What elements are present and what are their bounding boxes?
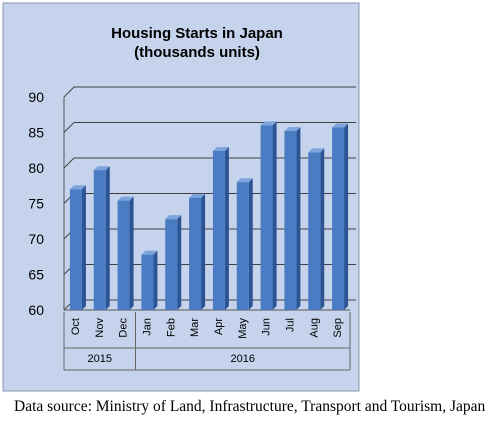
chart-title-line2: (thousands units) [134, 44, 260, 61]
x-tick-label: Aug [308, 318, 320, 338]
year-groups: 2015 2016 [63, 312, 351, 371]
bar-side [153, 250, 158, 310]
bar-top [260, 121, 277, 126]
bar [212, 146, 229, 310]
bar-side [177, 215, 182, 310]
bar-side [320, 148, 325, 310]
y-tick-label: 85 [28, 125, 44, 141]
bar-top [189, 193, 206, 198]
bar-top [212, 146, 229, 151]
bar-front [260, 125, 273, 311]
bar-front [165, 219, 178, 310]
bar [93, 166, 110, 310]
year-group-label: 2015 [88, 353, 112, 365]
chart-frame: Housing Starts in Japan (thousands units… [2, 2, 360, 392]
x-tick-label: Feb [165, 318, 177, 337]
bar-front [284, 131, 297, 310]
bar-front [332, 127, 345, 310]
bar [141, 250, 158, 310]
x-axis-labels: Oct Nov Dec Jan Feb Mar Apr May Jun Jul Aug Sep [70, 318, 344, 339]
bar-front [212, 150, 225, 310]
x-tick-label: Mar [189, 318, 201, 337]
bar-top [308, 148, 325, 153]
gridline-depth [63, 122, 75, 133]
y-tick-label: 80 [28, 160, 44, 176]
x-tick-label: Dec [118, 318, 130, 338]
bar-top [284, 127, 301, 132]
bar-chart: Housing Starts in Japan (thousands units… [2, 2, 360, 392]
bar-top [332, 123, 349, 128]
bar-top [236, 178, 253, 183]
year-group-label: 2016 [231, 353, 255, 365]
bar [69, 185, 86, 310]
bar [117, 196, 134, 310]
bar [308, 148, 325, 310]
bar [236, 178, 253, 310]
bar-front [236, 182, 249, 310]
x-tick-label: Apr [213, 318, 225, 335]
bar-front [141, 254, 154, 310]
bar [165, 215, 182, 310]
bar-side [344, 123, 349, 310]
y-tick-label: 65 [28, 267, 44, 283]
bar [284, 127, 301, 310]
gridline-depth [63, 157, 75, 169]
y-tick-label: 60 [28, 302, 44, 318]
y-tick-label: 90 [28, 89, 44, 105]
bar-top [69, 185, 86, 190]
x-tick-label: Nov [94, 318, 106, 338]
bars [69, 121, 349, 311]
bar-side [272, 121, 277, 311]
bar [260, 121, 277, 311]
bar-front [117, 200, 130, 310]
x-tick-label: Jun [261, 318, 273, 336]
bar [189, 193, 206, 310]
x-tick-label: Oct [70, 318, 82, 335]
chart-title-line1: Housing Starts in Japan [111, 25, 283, 42]
bar-top [117, 196, 134, 201]
bar-top [141, 250, 158, 255]
x-tick-label: May [237, 318, 249, 339]
bar-side [248, 178, 253, 310]
bar-front [308, 152, 321, 310]
bar-side [201, 193, 206, 310]
gridline-depth [63, 86, 75, 98]
bar-side [105, 166, 110, 310]
bar-top [93, 166, 110, 171]
x-tick-label: Jul [284, 318, 296, 332]
bar-front [69, 189, 82, 310]
bar-side [81, 185, 86, 310]
data-source-caption: Data source: Ministry of Land, Infrastru… [14, 398, 486, 415]
bar-top [165, 215, 182, 220]
bar-side [296, 127, 301, 310]
y-axis-ticks: 60 65 70 75 80 85 90 [28, 89, 44, 318]
bar [332, 123, 349, 310]
y-tick-label: 75 [28, 196, 44, 212]
bar-front [93, 170, 106, 310]
x-tick-label: Jan [141, 318, 153, 336]
x-tick-label: Sep [332, 318, 344, 338]
bar-side [129, 196, 134, 310]
bar-front [189, 197, 202, 310]
chart-background [2, 2, 360, 392]
y-tick-label: 70 [28, 231, 44, 247]
bar-side [224, 146, 229, 310]
